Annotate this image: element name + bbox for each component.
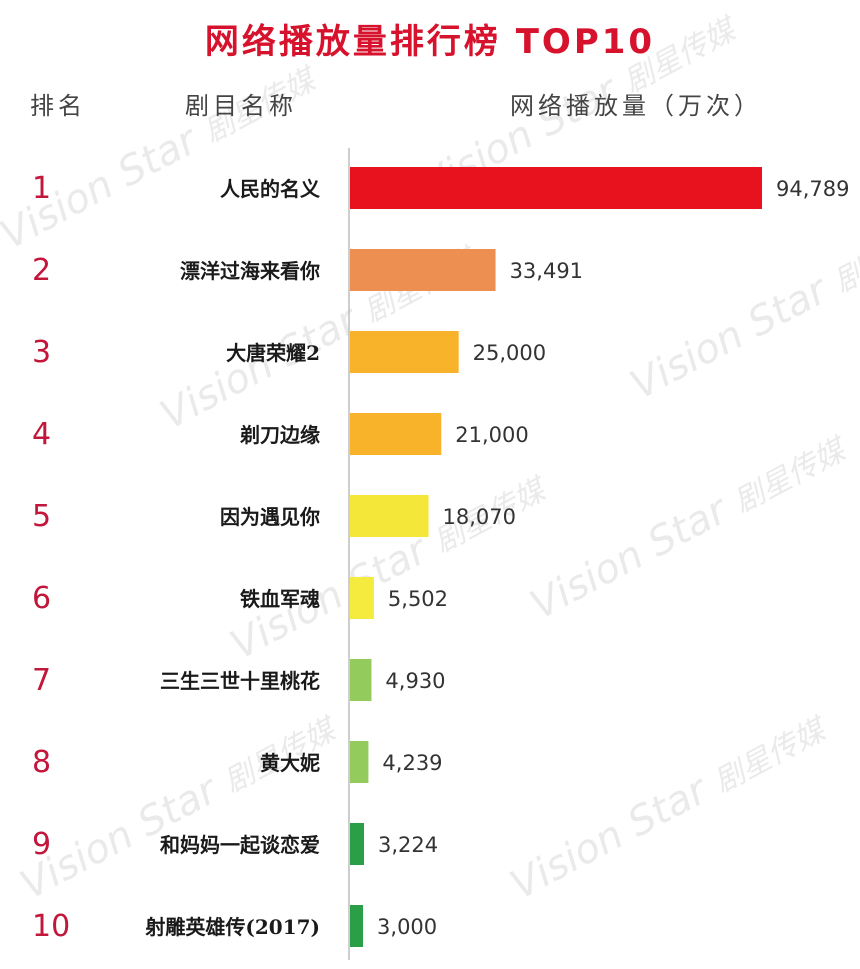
rank-number: 4 xyxy=(32,417,51,452)
value-label: 4,239 xyxy=(382,751,442,775)
value-label: 21,000 xyxy=(455,423,528,447)
value-label: 3,000 xyxy=(377,915,437,939)
rank-number: 9 xyxy=(32,827,51,862)
category-label: 铁血军魂 xyxy=(240,587,320,611)
value-label: 94,789 xyxy=(776,177,849,201)
category-label: 大唐荣耀2 xyxy=(226,341,320,365)
category-label: 剃刀边缘 xyxy=(239,423,320,447)
bar xyxy=(350,577,374,619)
bar xyxy=(350,741,369,783)
category-label: 漂洋过海来看你 xyxy=(180,259,320,283)
rank-number: 10 xyxy=(32,909,70,944)
category-label: 人民的名义 xyxy=(220,177,320,201)
value-label: 5,502 xyxy=(388,587,448,611)
rank-number: 8 xyxy=(32,745,51,780)
value-label: 4,930 xyxy=(385,669,445,693)
bar xyxy=(350,167,762,209)
value-label: 33,491 xyxy=(510,259,583,283)
name-column-header: 剧目名称 xyxy=(185,92,297,120)
bar xyxy=(350,331,459,373)
category-label: 和妈妈一起谈恋爱 xyxy=(160,833,320,857)
bar xyxy=(350,495,429,537)
bar xyxy=(350,905,364,947)
category-label: 三生三世十里桃花 xyxy=(160,669,320,693)
bar xyxy=(350,249,496,291)
value-label: 25,000 xyxy=(473,341,546,365)
value-column-header: 网络播放量（万次） xyxy=(510,92,762,120)
rank-number: 2 xyxy=(32,253,51,288)
rank-number: 3 xyxy=(32,335,51,370)
chart-title: 网络播放量排行榜 TOP10 xyxy=(204,22,656,62)
rank-number: 7 xyxy=(32,663,51,698)
category-label: 因为遇见你 xyxy=(220,505,320,529)
rank-number: 5 xyxy=(32,499,51,534)
rank-number: 1 xyxy=(32,171,51,206)
category-label: 黄大妮 xyxy=(260,751,320,775)
bar xyxy=(350,823,365,865)
rank-column-header: 排名 xyxy=(30,92,86,120)
category-label: 射雕英雄传(2017) xyxy=(144,915,320,939)
value-label: 18,070 xyxy=(443,505,516,529)
bar xyxy=(350,413,442,455)
value-label: 3,224 xyxy=(378,833,438,857)
rank-number: 6 xyxy=(32,581,51,616)
bar xyxy=(350,659,372,701)
